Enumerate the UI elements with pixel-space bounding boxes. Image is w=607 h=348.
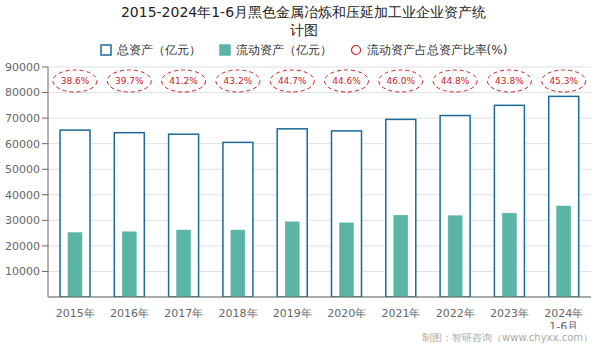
svg-text:41.2%: 41.2% xyxy=(169,76,198,86)
svg-text:50000: 50000 xyxy=(8,163,40,176)
svg-text:90000: 90000 xyxy=(8,61,40,74)
svg-text:2023年: 2023年 xyxy=(490,307,529,320)
svg-text:20000: 20000 xyxy=(8,240,40,253)
svg-text:2020年: 2020年 xyxy=(327,307,366,320)
html-text:总资产（亿元）: 总资产（亿元） xyxy=(116,43,201,57)
html-text:制图：智研咨询（www.chyxx.com）: 制图：智研咨询（www.chyxx.com） xyxy=(422,332,593,343)
svg-text:30000: 30000 xyxy=(8,214,40,227)
html-text:计图: 计图 xyxy=(289,22,318,38)
svg-text:38.6%: 38.6% xyxy=(61,76,90,86)
svg-text:43.8%: 43.8% xyxy=(495,76,524,86)
svg-text:2021年: 2021年 xyxy=(381,307,420,320)
svg-text:2019年: 2019年 xyxy=(273,307,312,320)
svg-text:44.7%: 44.7% xyxy=(278,76,307,86)
svg-text:44.6%: 44.6% xyxy=(332,76,361,86)
html-text:流动资产（亿元）: 流动资产（亿元） xyxy=(235,43,332,57)
svg-text:80000: 80000 xyxy=(8,86,40,99)
svg-text:2015年: 2015年 xyxy=(56,307,95,320)
svg-text:43.2%: 43.2% xyxy=(224,76,253,86)
svg-text:2018年: 2018年 xyxy=(219,307,258,320)
svg-text:45.3%: 45.3% xyxy=(549,76,578,86)
svg-text:10000: 10000 xyxy=(8,265,40,278)
html-text:流动资产占总资产比率(%): 流动资产占总资产比率(%) xyxy=(366,43,508,57)
svg-text:2024年1-6月: 2024年1-6月 xyxy=(544,307,583,329)
svg-text:2017年: 2017年 xyxy=(164,307,203,320)
svg-text:40000: 40000 xyxy=(8,189,40,202)
html-text:2015-2024年1-6月黑色金属冶炼和压延加工业企业资产: 2015-2024年1-6月黑色金属冶炼和压延加工业企业资产统 xyxy=(120,4,487,20)
svg-text:39.7%: 39.7% xyxy=(115,76,144,86)
svg-text:2022年: 2022年 xyxy=(436,307,475,320)
svg-text:60000: 60000 xyxy=(8,138,40,151)
svg-text:2016年: 2016年 xyxy=(110,307,149,320)
svg-text:44.8%: 44.8% xyxy=(441,76,470,86)
svg-text:46.0%: 46.0% xyxy=(387,76,416,86)
svg-text:70000: 70000 xyxy=(8,112,40,125)
